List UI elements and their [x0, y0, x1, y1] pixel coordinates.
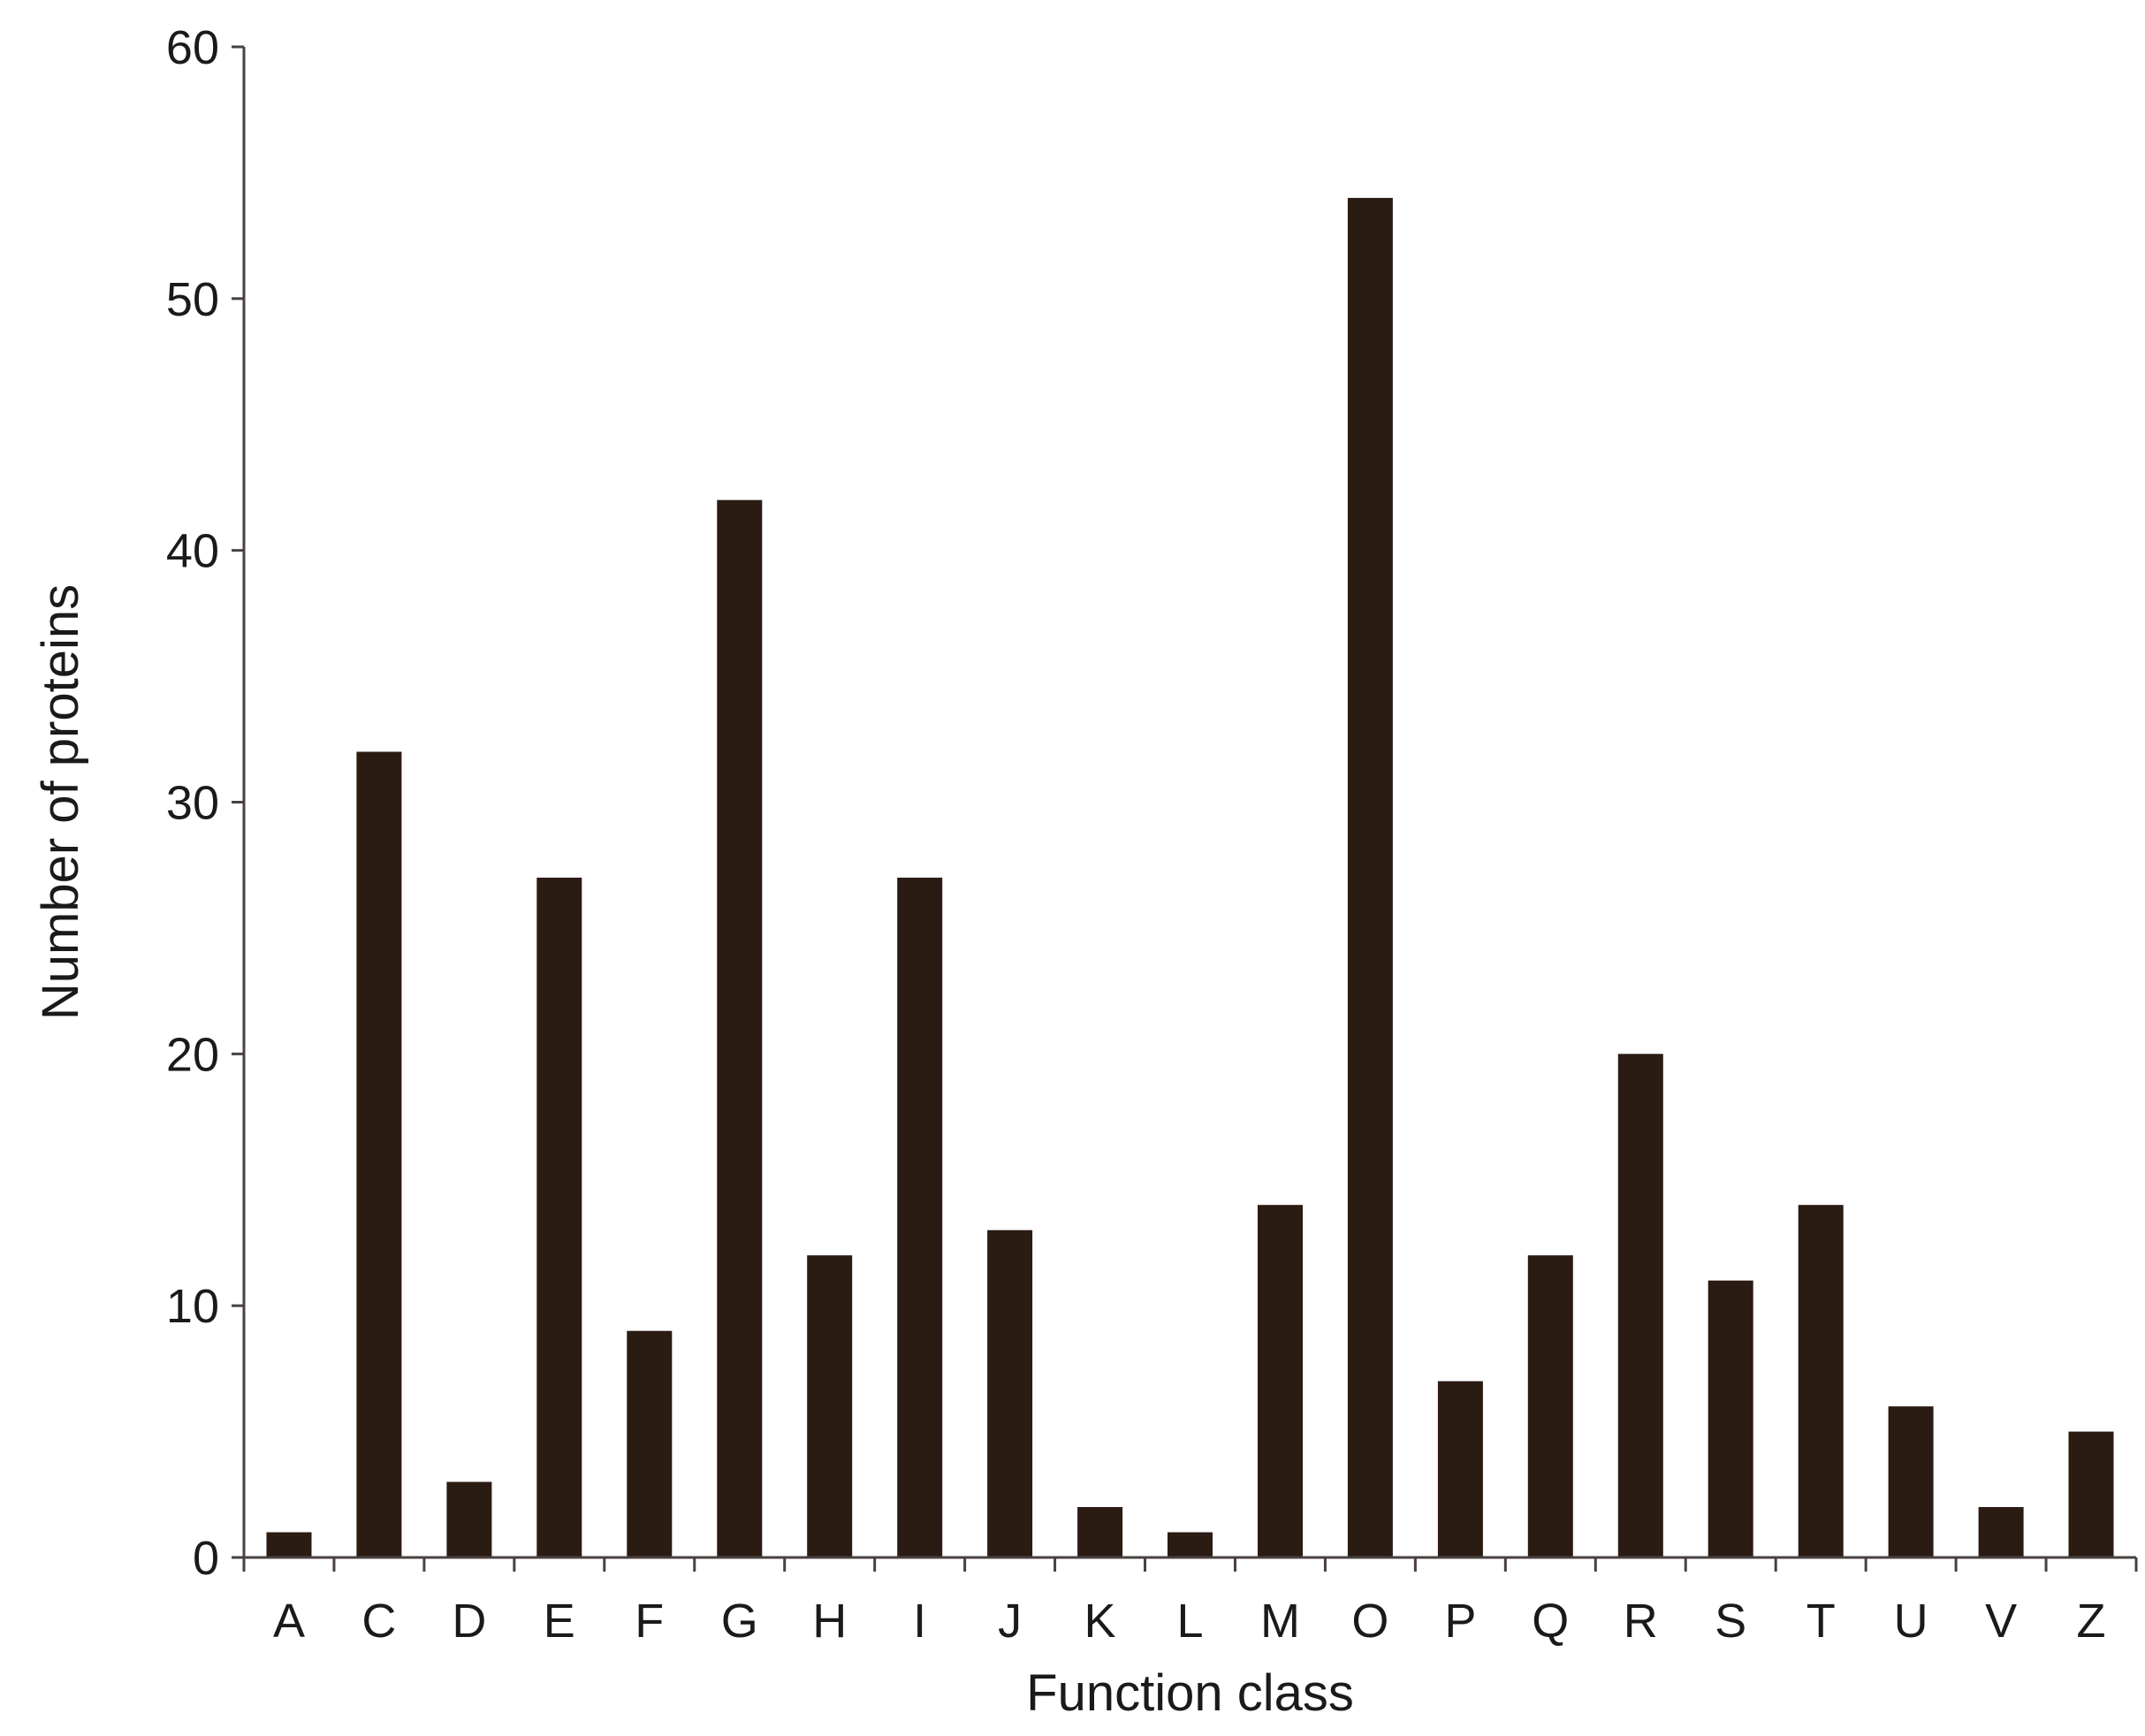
- x-tick-label-Q: Q: [1532, 1595, 1569, 1648]
- bar-J: [987, 1230, 1033, 1557]
- bar-S: [1708, 1280, 1753, 1557]
- x-tick-label-T: T: [1807, 1595, 1836, 1648]
- y-tick-label-50: 50: [166, 273, 219, 326]
- bars-group: [266, 197, 2114, 1558]
- x-tick-label-L: L: [1176, 1595, 1203, 1648]
- bar-C: [356, 751, 402, 1557]
- bar-U: [1888, 1406, 1934, 1557]
- y-tick-label-10: 10: [166, 1280, 219, 1333]
- bar-K: [1077, 1507, 1123, 1557]
- bar-F: [627, 1330, 673, 1557]
- bar-M: [1258, 1205, 1303, 1557]
- x-tick-label-A: A: [273, 1595, 305, 1648]
- bar-T: [1798, 1205, 1844, 1557]
- x-tick-label-P: P: [1444, 1595, 1476, 1648]
- y-axis-title: Number of proteins: [32, 584, 89, 1020]
- x-tick-label-R: R: [1624, 1595, 1658, 1648]
- bar-Q: [1527, 1255, 1573, 1557]
- y-tick-label-60: 60: [166, 21, 219, 74]
- x-axis-title: Function class: [1026, 1664, 1354, 1722]
- x-tick-label-M: M: [1260, 1595, 1300, 1648]
- x-tick-label-G: G: [721, 1595, 758, 1648]
- x-tick-label-H: H: [812, 1595, 847, 1648]
- x-tick-label-J: J: [998, 1595, 1022, 1648]
- bar-D: [446, 1481, 492, 1557]
- x-tick-label-Z: Z: [2077, 1595, 2106, 1648]
- y-tick-label-20: 20: [166, 1028, 219, 1081]
- x-tick-label-O: O: [1351, 1595, 1388, 1648]
- y-axis: 0 10 20 30 40 50 60: [166, 21, 246, 1585]
- x-tick-label-E: E: [544, 1595, 575, 1648]
- bar-I: [897, 877, 943, 1557]
- bar-E: [536, 877, 582, 1557]
- x-tick-label-U: U: [1894, 1595, 1928, 1648]
- bar-Z: [2068, 1431, 2114, 1557]
- bar-H: [807, 1255, 853, 1557]
- bar-R: [1617, 1054, 1663, 1557]
- bar-V: [1978, 1507, 2024, 1557]
- bar-P: [1437, 1381, 1483, 1557]
- x-tick-label-F: F: [635, 1595, 664, 1648]
- bar-G: [717, 499, 763, 1558]
- x-tick-label-V: V: [1985, 1595, 2017, 1648]
- x-tick-label-C: C: [361, 1595, 396, 1648]
- x-tick-label-I: I: [913, 1595, 926, 1648]
- bar-A: [266, 1532, 312, 1557]
- x-tick-label-D: D: [452, 1595, 486, 1648]
- bar-O: [1347, 197, 1393, 1557]
- x-tick-label-S: S: [1715, 1595, 1746, 1648]
- y-tick-label-40: 40: [166, 525, 219, 578]
- bar-L: [1168, 1532, 1213, 1557]
- y-tick-label-0: 0: [193, 1532, 219, 1585]
- y-tick-label-30: 30: [166, 777, 219, 830]
- x-tick-label-K: K: [1084, 1595, 1115, 1648]
